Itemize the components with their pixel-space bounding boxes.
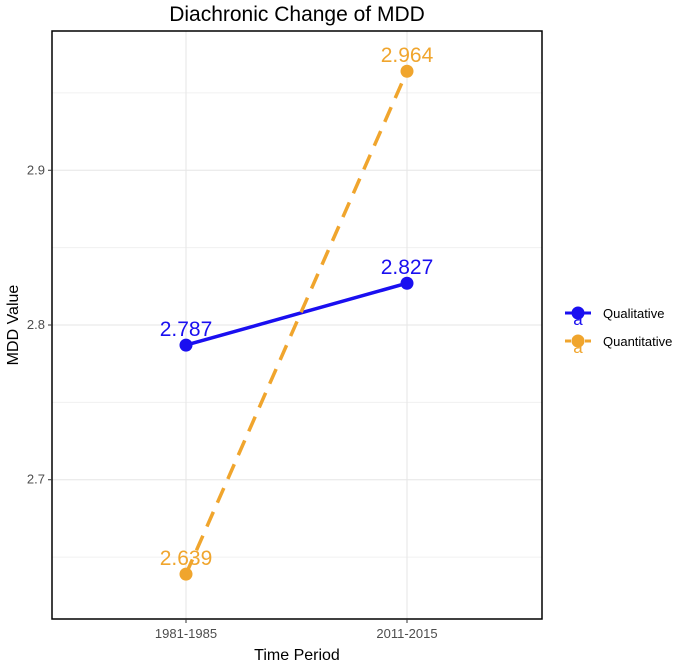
y-axis-title: MDD Value (5, 285, 22, 366)
legend-key-point (571, 306, 585, 320)
x-tick-label: 1981-1985 (155, 626, 217, 641)
data-point-quantitative (400, 64, 414, 78)
data-labels: 2.787 2.827 2.639 2.964 (160, 44, 434, 570)
data-point-qualitative (400, 276, 414, 290)
data-label-quantitative: 2.964 (381, 44, 434, 67)
data-point-qualitative (179, 338, 193, 352)
y-tick-label: 2.9 (27, 162, 45, 177)
data-label-qualitative: 2.787 (160, 318, 213, 341)
y-tick-label: 2.8 (27, 317, 45, 332)
series-points (179, 64, 414, 581)
data-label-qualitative: 2.827 (381, 256, 434, 279)
legend: a Qualitative a Quantitative (565, 306, 672, 357)
series-lines (184, 70, 409, 575)
x-axis-ticks: 1981-1985 2011-2015 (155, 619, 438, 641)
x-tick-label: 2011-2015 (376, 626, 437, 641)
legend-label-qualitative: Qualitative (603, 306, 664, 321)
data-label-quantitative: 2.639 (160, 547, 213, 570)
chart-title: Diachronic Change of MDD (169, 3, 425, 26)
legend-label-quantitative: Quantitative (603, 334, 672, 349)
legend-key-glyph: a (573, 310, 583, 329)
legend-key-point (571, 334, 585, 348)
y-tick-label: 2.7 (27, 472, 45, 487)
y-axis-ticks: 2.7 2.8 2.9 (27, 162, 52, 487)
legend-key-glyph: a (573, 338, 583, 357)
data-point-quantitative (179, 567, 193, 581)
series-line-quantitative (184, 70, 409, 575)
series-line-qualitative (185, 281, 408, 347)
x-axis-title: Time Period (254, 647, 340, 664)
